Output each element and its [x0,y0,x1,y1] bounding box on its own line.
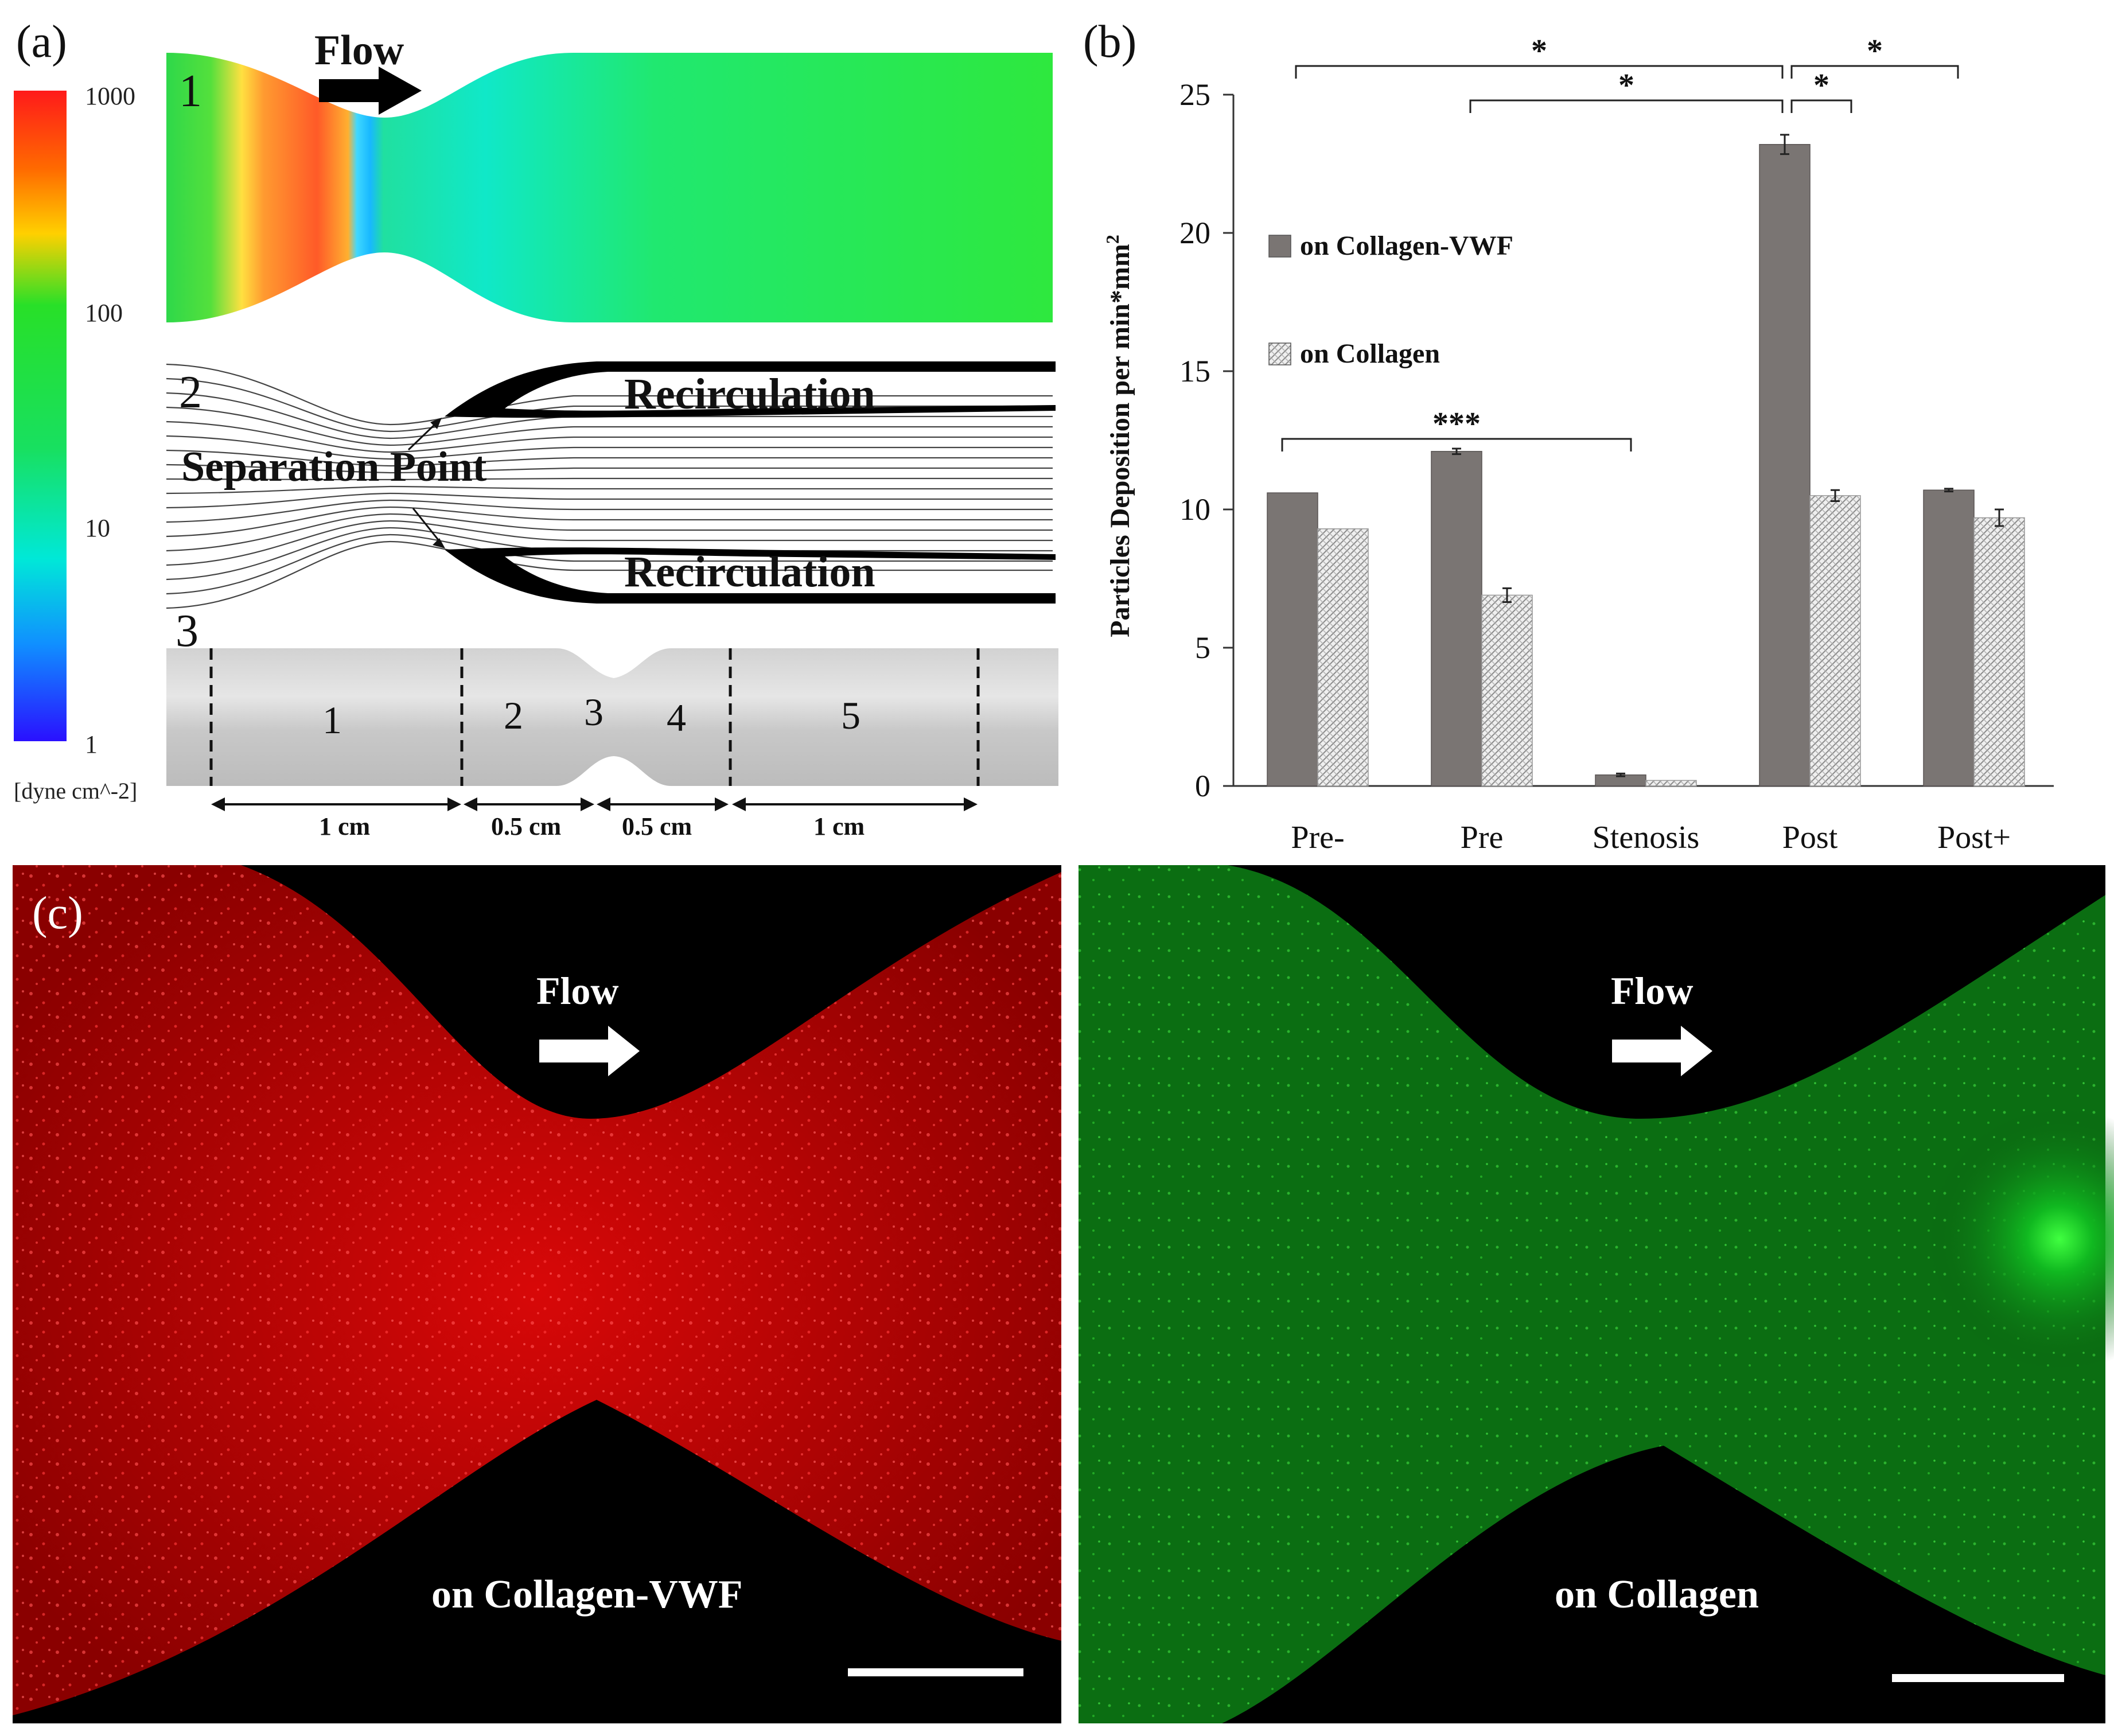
significance-label-3: * [1813,68,1829,103]
dimension-arrowheads-icon [211,797,978,811]
dimension-3: 0.5 cm [622,812,692,840]
flow-label-c-left: Flow [536,969,619,1013]
recirculation-label-bottom: Recirculation [624,548,875,596]
caption-collagen: on Collagen [1555,1572,1759,1617]
region-1: 1 [322,698,342,742]
subpanel-3-number: 3 [176,606,198,656]
bright-spot-green [1928,1107,2114,1371]
bar-0-0 [1267,492,1318,787]
separation-arrow-bottom [412,508,442,543]
flow-label-c-right: Flow [1611,969,1693,1013]
significance-label-2: * [1618,68,1634,103]
y-tick-label-1: 5 [1195,630,1210,665]
flow-arrow-icon [319,67,422,115]
particles-green [1079,865,2105,1723]
colorbar [14,91,67,741]
bar-1-2 [1645,780,1697,787]
channel-geometry [166,648,1058,786]
recirculation-bottom [445,547,1056,604]
region-3: 3 [584,690,604,734]
legend-label-0: on Collagen-VWF [1300,231,1513,261]
separation-arrow-top [407,421,438,451]
panel-b-label: (b) [1083,17,1137,67]
dimension-2: 0.5 cm [491,812,561,840]
bar-1-4 [1973,517,2025,787]
significance-bracket-2 [1469,99,1784,113]
scale-bar-left [848,1668,1023,1676]
x-tick-label-1: Pre [1461,820,1504,855]
y-tick-label-3: 15 [1179,354,1210,388]
region-5: 5 [841,694,861,737]
particles-red [13,865,1061,1715]
legend-label-1: on Collagen [1300,338,1440,369]
x-tick-label-2: Stenosis [1593,820,1700,855]
separation-arrowhead-bottom-icon [433,538,445,548]
y-tick-label-5: 25 [1179,77,1210,112]
region-4: 4 [667,696,686,739]
panel-a-label: (a) [16,17,67,67]
region-dividers [209,648,980,786]
colorbar-tick-10: 10 [85,514,110,542]
y-tick-label-0: 0 [1195,769,1210,803]
panel-a-figure: 1000 100 10 1 [dyne cm^-2] 1 Flow 2 Reci… [14,27,1058,840]
y-tick-label-4: 20 [1179,216,1210,250]
significance-label-1: * [1867,33,1883,69]
x-tick-label-0: Pre- [1291,820,1344,855]
dimension-4: 1 cm [813,812,865,840]
colorbar-unit: [dyne cm^-2] [14,778,137,804]
significance-bracket-3 [1790,99,1852,113]
significance-bracket-4 [1281,438,1632,451]
significance-label-0: * [1531,33,1547,69]
panel-c-label: (c) [32,888,83,939]
bar-0-3 [1759,144,1811,787]
bar-1-3 [1809,495,1861,787]
bar-0-1 [1431,451,1482,787]
colorbar-tick-1000: 1000 [85,82,135,110]
flow-arrow-right-icon [1612,1026,1712,1076]
recirculation-label-top: Recirculation [624,370,875,418]
subpanel-2-number: 2 [179,367,202,418]
caption-collagen-vwf: on Collagen-VWF [431,1572,743,1617]
region-2: 2 [504,694,523,737]
bar-0-4 [1923,489,1975,787]
bar-1-1 [1481,594,1533,787]
separation-arrowhead-top-icon [430,418,442,429]
legend-swatch-0 [1268,235,1291,258]
flow-label-a: Flow [314,27,404,74]
y-axis-label: Particles Deposition per min*mm2 [1102,235,1135,637]
recirculation-top [445,361,1056,418]
dimension-1: 1 cm [319,812,370,840]
subpanel-1-number: 1 [179,66,202,116]
x-tick-label-4: Post+ [1937,820,2011,855]
significance-bracket-1 [1790,65,1959,79]
colorbar-tick-100: 100 [85,299,123,327]
legend-swatch-1 [1268,342,1291,365]
colorbar-tick-1: 1 [85,730,98,758]
significance-bracket-0 [1295,65,1784,79]
y-tick-label-2: 10 [1179,492,1210,527]
significance-label-4: *** [1432,406,1481,442]
wss-contour [166,53,1053,322]
bar-1-0 [1317,528,1369,787]
flow-arrow-left-icon [539,1026,640,1076]
separation-point-label: Separation Point [181,443,487,491]
x-tick-label-3: Post [1782,820,1838,855]
scale-bar-right [1892,1674,2064,1682]
